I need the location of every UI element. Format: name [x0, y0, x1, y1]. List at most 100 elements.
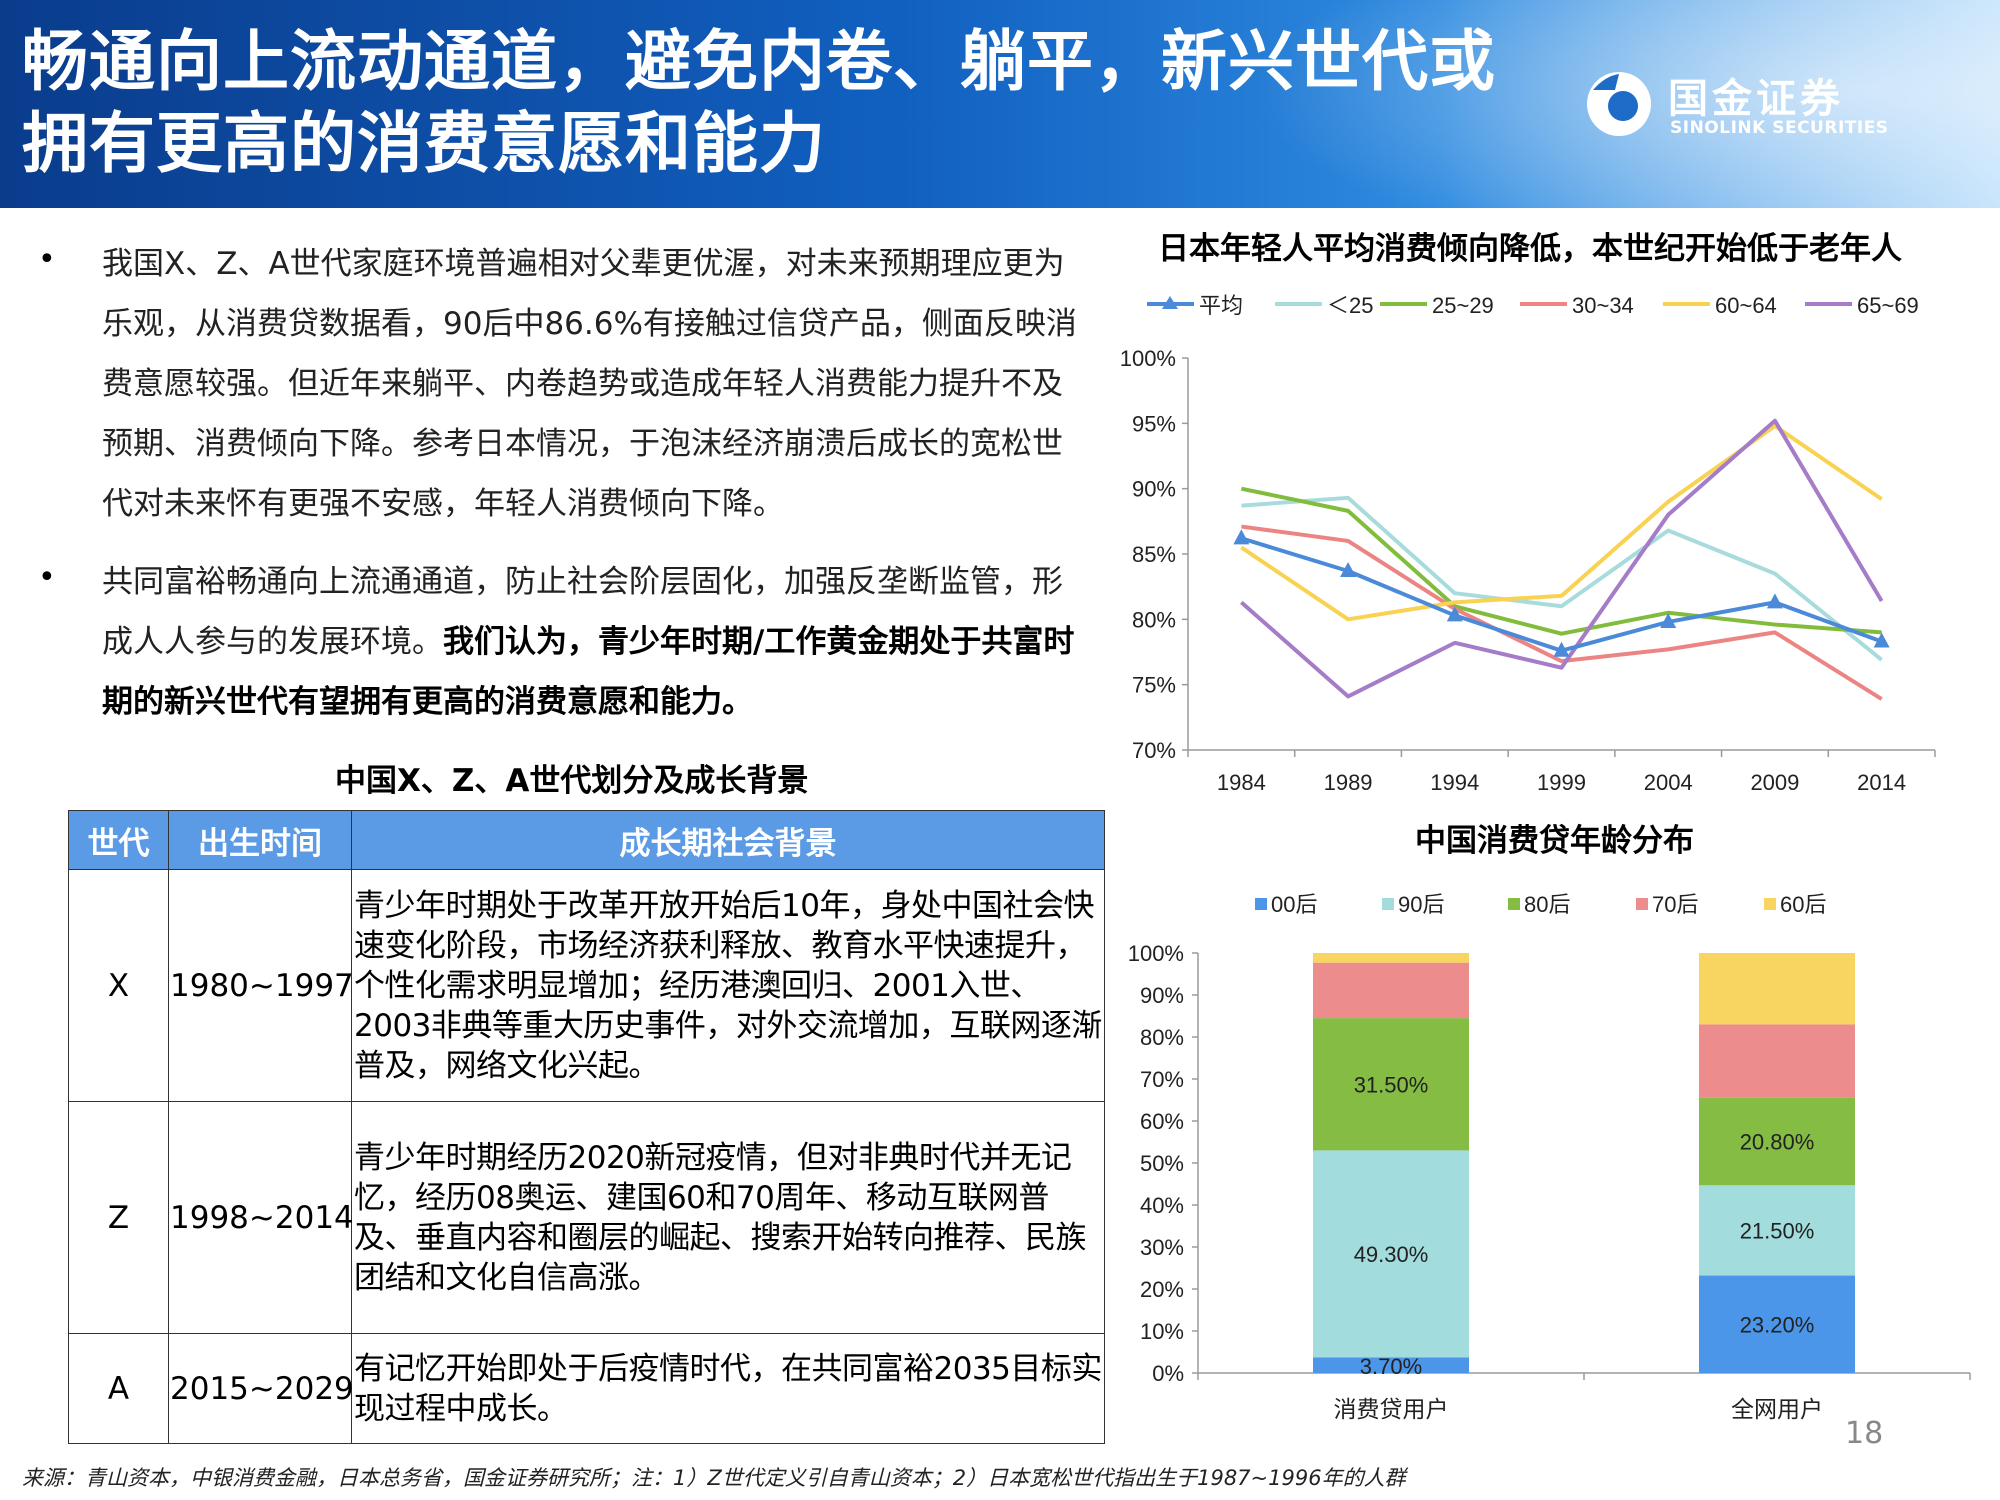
y-tick-label: 95% [1132, 411, 1176, 436]
y-tick-label: 100% [1128, 941, 1184, 966]
x-tick-label: 1989 [1324, 770, 1373, 795]
table-header-birth: 出生时间 [168, 810, 352, 870]
x-category-label: 消费贷用户 [1334, 1396, 1449, 1422]
series-point-平均 [1553, 641, 1570, 657]
table-cell-generation: A [68, 1333, 169, 1444]
table-cell-generation: X [68, 869, 169, 1102]
table-cell-background: 有记忆开始即处于后疫情时代，在共同富裕2035目标实现过程中成长。 [351, 1333, 1105, 1444]
banner-glow [1150, 0, 2000, 208]
series-line-65~69 [1240, 418, 1884, 699]
series-line-25~29 [1240, 486, 1882, 636]
legend-label-60~64: 60~64 [1715, 293, 1777, 318]
y-tick-label: 70% [1140, 1067, 1184, 1092]
y-tick-label: 85% [1132, 542, 1176, 567]
legend-label-65~69: 65~69 [1857, 293, 1919, 318]
y-tick-label: 50% [1140, 1151, 1184, 1176]
table-row: Z 1998~2014 青少年时期经历2020新冠疫情，但对非典时代并无记忆，经… [68, 1101, 1105, 1334]
series-point-平均 [1660, 612, 1677, 628]
line-chart: 平均 ＜25 25~29 30~34 60~64 65~69 70% 75% 80% 85% 90%… [1120, 293, 1936, 795]
bar-segment-60后 [1699, 953, 1855, 1025]
y-tick-label: 90% [1140, 983, 1184, 1008]
page-title-line2: 拥有更高的消费意愿和能力 [22, 105, 826, 182]
x-tick-label: 2009 [1750, 770, 1799, 795]
legend-swatch-60后 [1764, 898, 1776, 910]
y-tick-label: 30% [1140, 1235, 1184, 1260]
bullet-text-2-bold: 我们认为，青少年时期/工作黄金期处于共富时期的新兴世代有望拥有更高的消费意愿和能… [102, 624, 1075, 720]
table-cell-generation: Z [68, 1101, 169, 1334]
series-point-平均 [1446, 606, 1463, 622]
y-tick-label: 40% [1140, 1193, 1184, 1218]
legend-label-00后: 00后 [1271, 892, 1317, 917]
legend-label-90后: 90后 [1398, 892, 1444, 917]
sinolink-logo-icon [1587, 72, 1651, 136]
bar-chart-title: 中国消费贷年龄分布 [1415, 823, 1694, 859]
series-point-平均 [1766, 593, 1783, 609]
table-row: X 1980~1997 青少年时期处于改革开放开始后10年，身处中国社会快速变化… [68, 869, 1105, 1102]
bullet-marker-1: • [38, 242, 56, 277]
legend-label-60后: 60后 [1780, 892, 1826, 917]
y-tick-label: 60% [1140, 1109, 1184, 1134]
table-header-generation: 世代 [68, 810, 169, 870]
legend-swatch-00后 [1255, 898, 1267, 910]
bar-segment-60后 [1313, 953, 1469, 963]
table-header-background: 成长期社会背景 [351, 810, 1105, 870]
table-cell-birth: 2015~2029 [168, 1333, 354, 1444]
data-label: 31.50% [1354, 1072, 1429, 1097]
bar-segment-80后 [1313, 1018, 1469, 1151]
legend-label-70后: 70后 [1652, 892, 1698, 917]
legend-label-30~34: 30~34 [1572, 293, 1634, 318]
legend-label-平均: 平均 [1199, 293, 1243, 318]
series-line-60~64 [1240, 423, 1883, 622]
bar-segment-70后 [1313, 962, 1469, 1019]
bar-segment-70后 [1699, 1024, 1855, 1098]
x-tick-label: 2004 [1644, 770, 1693, 795]
page-number: 18 [1845, 1416, 1884, 1451]
series-point-平均 [1340, 561, 1357, 577]
y-tick-label: 80% [1132, 607, 1176, 632]
table-cell-birth: 1980~1997 [168, 869, 354, 1102]
table-row: A 2015~2029 有记忆开始即处于后疫情时代，在共同富裕2035目标实现过… [68, 1333, 1105, 1444]
header-banner: 畅通向上流动通道，避免内卷、躺平，新兴世代或 拥有更高的消费意愿和能力 国金证券… [0, 0, 2000, 208]
bar-segment-90后 [1313, 1150, 1469, 1358]
legend-label-＜25: ＜25 [1327, 293, 1373, 318]
bullet-text-2-body: 共同富裕畅通向上流通通道，防止社会阶层固化，加强反垄断监管，形成人人参与的发展环… [102, 564, 1063, 660]
y-tick-label: 20% [1140, 1277, 1184, 1302]
legend-label-25~29: 25~29 [1432, 293, 1494, 318]
x-tick-label: 2014 [1857, 770, 1906, 795]
stacked-bar-chart: 00后 90后 80后 70后 60后 0% 10% 20% 30% 40% 50% 60% 70% 80… [1128, 892, 1971, 1422]
data-label: 3.70% [1360, 1354, 1422, 1379]
legend-swatch-70后 [1636, 898, 1648, 910]
data-label: 49.30% [1354, 1242, 1429, 1267]
bullet-text-1-body: 我国X、Z、A世代家庭环境普遍相对父辈更优渥，对未来预期理应更为乐观，从消费贷数… [102, 246, 1077, 522]
y-tick-label: 100% [1120, 346, 1176, 371]
y-tick-label: 75% [1132, 673, 1176, 698]
bar-segment-80后 [1699, 1097, 1855, 1186]
y-tick-label: 80% [1140, 1025, 1184, 1050]
table-title: 中国X、Z、A世代划分及成长背景 [335, 763, 809, 799]
table-cell-birth: 1998~2014 [168, 1101, 354, 1334]
legend-marker-平均 [1162, 296, 1178, 309]
line-chart-title: 日本年轻人平均消费倾向降低，本世纪开始低于老年人 [1158, 231, 1902, 267]
bar-segment-00后 [1313, 1357, 1469, 1373]
logo-text-cn: 国金证券 [1668, 76, 1844, 122]
series-point-平均 [1873, 632, 1890, 648]
bullet-marker-2: • [38, 560, 56, 595]
x-tick-label: 1994 [1430, 770, 1479, 795]
legend-swatch-90后 [1382, 898, 1394, 910]
data-label: 21.50% [1740, 1218, 1815, 1243]
bullet-text-1: 我国X、Z、A世代家庭环境普遍相对父辈更优渥，对未来预期理应更为乐观，从消费贷数… [102, 234, 1092, 534]
series-point-平均 [1233, 529, 1250, 545]
source-note: 来源：青山资本，中银消费金融，日本总务省，国金证券研究所；注：1）Z世代定义引自… [22, 1466, 1406, 1490]
x-tick-label: 1999 [1537, 770, 1586, 795]
table-header-row: 世代 出生时间 成长期社会背景 [68, 810, 1105, 870]
y-tick-label: 70% [1132, 738, 1176, 763]
legend-label-80后: 80后 [1524, 892, 1570, 917]
x-category-label: 全网用户 [1731, 1396, 1823, 1422]
data-label: 20.80% [1740, 1130, 1815, 1155]
table-cell-background: 青少年时期处于改革开放开始后10年，身处中国社会快速变化阶段，市场经济获利释放、… [351, 869, 1105, 1102]
x-tick-label: 1984 [1217, 770, 1266, 795]
generation-table: 世代 出生时间 成长期社会背景 X 1980~1997 青少年时期处于改革开放开… [68, 810, 1105, 1444]
series-line-30~34 [1241, 524, 1883, 701]
legend-swatch-80后 [1508, 898, 1520, 910]
data-label: 23.20% [1740, 1312, 1815, 1337]
